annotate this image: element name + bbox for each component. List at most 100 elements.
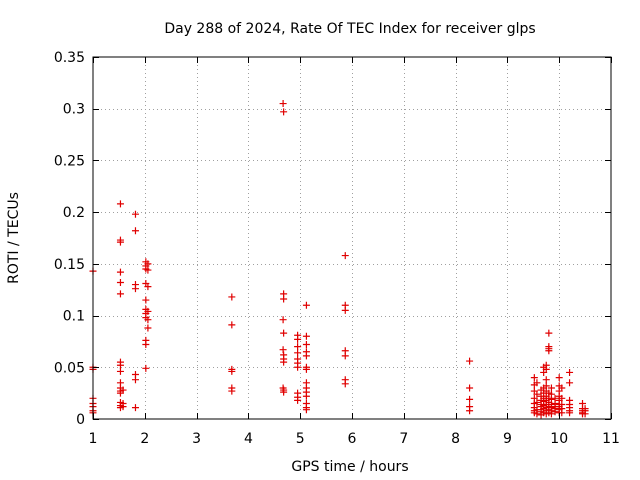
grid-lines <box>93 57 611 419</box>
data-point-plus <box>294 335 302 343</box>
data-point-plus <box>566 409 574 417</box>
data-point-plus <box>466 384 474 392</box>
data-point-plus <box>144 260 152 268</box>
data-point-plus <box>566 379 574 387</box>
x-tick-label: 7 <box>399 431 408 447</box>
x-tick-label: 11 <box>602 431 620 447</box>
data-point-plus <box>280 108 288 116</box>
y-tick-label: 0.05 <box>54 360 85 376</box>
x-tick-label: 9 <box>503 431 512 447</box>
data-point-plus <box>142 364 150 372</box>
chart-title: Day 288 of 2024, Rate Of TEC Index for r… <box>164 21 535 37</box>
data-point-plus <box>228 293 236 301</box>
data-point-plus <box>302 332 310 340</box>
data-point-plus <box>542 365 550 373</box>
y-tick-label: 0.25 <box>54 153 85 169</box>
data-point-plus <box>341 352 349 360</box>
data-point-plus <box>547 410 555 418</box>
data-point-plus <box>341 252 349 260</box>
x-tick-label: 2 <box>140 431 149 447</box>
y-tick-label: 0.2 <box>63 205 85 221</box>
data-point-plus <box>144 324 152 332</box>
data-point-plus <box>294 363 302 371</box>
data-point-plus <box>558 409 566 417</box>
data-point-plus <box>144 266 152 274</box>
data-point-plus <box>533 398 541 406</box>
data-point-plus <box>280 329 288 337</box>
data-point-plus <box>533 390 541 398</box>
x-tick-label: 3 <box>192 431 201 447</box>
data-point-plus <box>545 347 553 355</box>
x-axis-label: GPS time / hours <box>291 459 408 475</box>
data-point-plus <box>466 357 474 365</box>
data-point-plus <box>294 396 302 404</box>
data-point-plus <box>341 306 349 314</box>
data-point-plus <box>142 296 150 304</box>
data-point-plus <box>566 368 574 376</box>
data-point-plus <box>558 394 566 402</box>
y-tick-label: 0.3 <box>63 102 85 118</box>
data-point-plus <box>131 376 139 384</box>
x-tick-label: 4 <box>244 431 253 447</box>
tick-labels: 1 2 3 4 5 6 7 8 9 10 11 0 0.05 0.1 0.15 0.2 0.25 0.3 0.35 <box>54 50 620 447</box>
axis-ticks <box>93 57 612 420</box>
data-point-plus <box>302 406 310 414</box>
data-point-plus <box>302 341 310 349</box>
data-point-plus <box>142 341 150 349</box>
data-point-plus <box>144 307 152 315</box>
x-tick-label: 10 <box>550 431 568 447</box>
data-point-plus <box>558 384 566 392</box>
data-point-plus <box>116 238 124 246</box>
data-point-plus <box>302 365 310 373</box>
data-point-plus <box>131 404 139 412</box>
data-point-plus <box>144 316 152 324</box>
data-point-plus <box>116 268 124 276</box>
data-point-plus <box>533 379 541 387</box>
data-point-plus <box>294 343 302 351</box>
data-point-plus <box>302 301 310 309</box>
data-point-plus <box>280 388 288 396</box>
data-point-plus <box>131 210 139 218</box>
data-point-plus <box>228 367 236 375</box>
data-point-plus <box>302 392 310 400</box>
y-axis-label: ROTI / TECUs <box>6 192 22 284</box>
data-point-plus <box>279 100 287 108</box>
data-point-plus <box>466 395 474 403</box>
data-point-plus <box>341 380 349 388</box>
data-point-plus <box>581 410 589 418</box>
data-point-plus <box>530 374 538 382</box>
data-point-plus <box>551 408 559 416</box>
data-point-plus <box>119 386 127 394</box>
data-point-plus <box>116 278 124 286</box>
data-point-plus <box>555 374 563 382</box>
data-point-plus <box>302 352 310 360</box>
data-point-plus <box>116 361 124 369</box>
data-point-plus <box>228 387 236 395</box>
y-tick-label: 0.35 <box>54 50 85 66</box>
x-tick-label: 5 <box>296 431 305 447</box>
x-tick-label: 6 <box>348 431 357 447</box>
data-point-plus <box>533 410 541 418</box>
y-tick-label: 0.15 <box>54 257 85 273</box>
y-tick-label: 0 <box>76 412 85 428</box>
data-point-plus <box>144 283 152 291</box>
data-point-plus <box>280 358 288 366</box>
y-tick-label: 0.1 <box>63 309 85 325</box>
data-point-plus <box>131 285 139 293</box>
data-point-plus <box>116 200 124 208</box>
data-point-plus <box>116 367 124 375</box>
x-tick-label: 8 <box>451 431 460 447</box>
data-point-plus <box>294 349 302 357</box>
data-point-plus <box>131 227 139 235</box>
data-point-plus <box>119 403 127 411</box>
data-point-plus <box>545 329 553 337</box>
data-point-plus <box>466 407 474 415</box>
data-point-plus <box>280 295 288 303</box>
data-point-plus <box>116 290 124 298</box>
x-tick-label: 1 <box>89 431 98 447</box>
data-point-plus <box>228 321 236 329</box>
data-point-plus <box>547 384 555 392</box>
